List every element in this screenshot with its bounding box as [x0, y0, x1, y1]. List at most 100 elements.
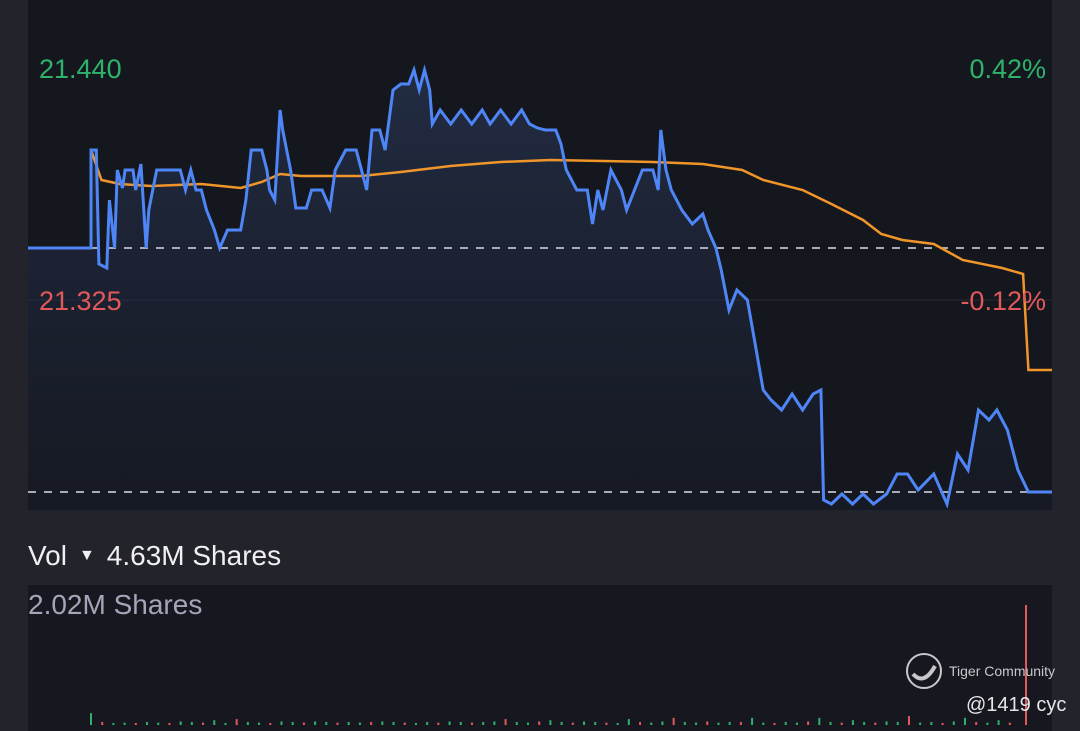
- volume-bar: [235, 719, 238, 725]
- volume-bar: [907, 716, 910, 725]
- volume-bar: [325, 722, 328, 725]
- watermark: Tiger Community: [905, 652, 1055, 690]
- volume-bar: [291, 722, 294, 725]
- volume-bar: [202, 722, 205, 725]
- volume-chart-svg: [90, 605, 1027, 725]
- volume-bar: [762, 722, 765, 725]
- volume-bar: [807, 721, 810, 725]
- volume-bar: [639, 722, 642, 725]
- price-chart-svg: [28, 64, 1052, 510]
- volume-bar: [583, 721, 586, 725]
- volume-bar: [168, 723, 171, 725]
- volume-bar: [258, 722, 261, 725]
- volume-bar: [515, 722, 518, 725]
- volume-bar: [571, 722, 574, 725]
- volume-bar: [1008, 722, 1011, 725]
- volume-bar: [101, 722, 104, 725]
- volume-bar: [482, 722, 485, 725]
- price-line: [28, 64, 1052, 509]
- volume-bar: [616, 723, 619, 725]
- tiger-logo-icon: [906, 653, 942, 689]
- volume-bar: [683, 722, 686, 725]
- volume-bar: [403, 722, 406, 725]
- y-min-label: 21.325: [39, 286, 122, 316]
- volume-bar: [672, 717, 675, 725]
- volume-max-label: 2.02M Shares: [28, 589, 203, 620]
- volume-bar: [997, 720, 1000, 725]
- volume-bar: [751, 717, 754, 725]
- volume-bar: [448, 721, 451, 725]
- volume-bar: [246, 722, 249, 725]
- avg-price-line: [89, 149, 1052, 372]
- volume-bar: [885, 721, 888, 725]
- volume-header[interactable]: Vol ▼ 4.63M Shares: [28, 540, 281, 572]
- volume-bar: [493, 721, 496, 725]
- volume-bar: [358, 722, 361, 725]
- watermark-handle: @1419 cyc: [966, 694, 1067, 716]
- volume-bar: [526, 722, 529, 725]
- volume-bar: [739, 722, 742, 725]
- volume-bar: [896, 722, 899, 725]
- volume-bar: [863, 722, 866, 725]
- volume-bar: [157, 722, 160, 725]
- price-chart[interactable]: 21.440 21.325 0.42% -0.12%: [28, 0, 1052, 510]
- volume-bar: [414, 723, 417, 725]
- volume-bar: [728, 722, 731, 725]
- volume-bar: [919, 722, 922, 725]
- volume-bar: [336, 722, 339, 725]
- volume-bar: [280, 721, 283, 725]
- caret-down-icon[interactable]: ▼: [78, 547, 95, 564]
- volume-bar: [426, 722, 429, 725]
- volume-bar: [773, 723, 776, 725]
- volume-bar: [190, 722, 193, 725]
- watermark-brand: Tiger Community: [949, 663, 1056, 679]
- volume-total: 4.63M Shares: [106, 540, 282, 571]
- volume-bar: [90, 713, 92, 725]
- volume-bar: [818, 717, 821, 725]
- volume-bar: [829, 722, 832, 725]
- volume-bar: [470, 722, 473, 725]
- pct-max-label: 0.42%: [969, 54, 1046, 84]
- volume-bar: [560, 722, 563, 725]
- volume-bar: [717, 722, 720, 725]
- volume-bar: [213, 720, 216, 725]
- volume-bar: [504, 719, 507, 725]
- volume-bar: [930, 722, 933, 725]
- volume-bar: [347, 722, 350, 725]
- volume-bar: [795, 722, 798, 725]
- volume-bar: [112, 723, 115, 725]
- volume-bar: [549, 720, 552, 725]
- pct-min-label: -0.12%: [960, 286, 1046, 316]
- volume-bar: [459, 722, 462, 725]
- volume-bar: [538, 721, 541, 725]
- volume-bar: [123, 722, 126, 725]
- volume-bar: [661, 721, 664, 725]
- volume-bar: [594, 722, 597, 725]
- volume-bar: [381, 721, 384, 725]
- volume-bar: [840, 722, 843, 725]
- volume-bar: [941, 723, 944, 725]
- volume-bar: [370, 722, 373, 725]
- y-max-label: 21.440: [39, 54, 122, 84]
- volume-bar: [1025, 605, 1027, 725]
- volume-bar: [224, 723, 227, 725]
- volume-bar: [302, 722, 305, 725]
- volume-bar: [146, 722, 149, 725]
- volume-bar: [269, 723, 272, 725]
- volume-bar: [986, 722, 989, 725]
- volume-bar: [963, 717, 966, 725]
- volume-bar: [695, 722, 698, 725]
- volume-bar: [706, 721, 709, 725]
- volume-bar: [650, 722, 653, 725]
- volume-bar: [134, 723, 137, 725]
- volume-bar: [437, 722, 440, 725]
- volume-label: Vol: [28, 540, 67, 571]
- volume-bar: [784, 722, 787, 725]
- volume-bar: [605, 722, 608, 725]
- volume-bar: [874, 722, 877, 725]
- price-area: [28, 70, 1052, 510]
- volume-chart[interactable]: 2.02M Shares: [28, 585, 1052, 731]
- volume-bar: [392, 722, 395, 725]
- volume-bar: [975, 722, 978, 725]
- volume-bar: [851, 720, 854, 725]
